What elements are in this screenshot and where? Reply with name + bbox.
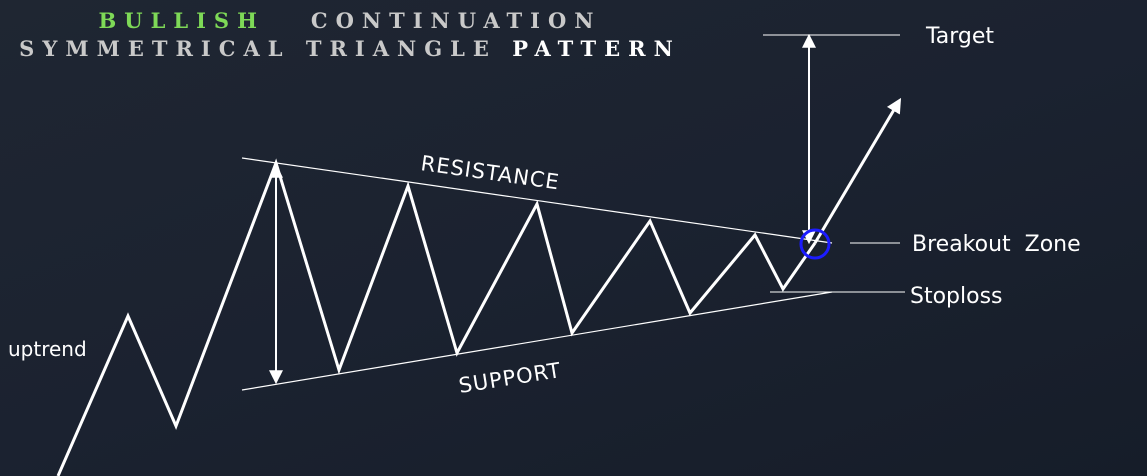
target-label: Target bbox=[925, 24, 994, 49]
breakout-circle-icon bbox=[799, 228, 831, 260]
title-pattern: PATTERN bbox=[512, 36, 681, 61]
support-label: SUPPORT bbox=[457, 358, 563, 398]
price-zigzag bbox=[56, 158, 817, 476]
resistance-line bbox=[241, 157, 833, 244]
title-bullish: BULLISH bbox=[98, 8, 265, 33]
up-arrow-icon bbox=[813, 97, 902, 244]
uptrend-label: uptrend bbox=[8, 337, 87, 361]
breakout-zone-label: Breakout Zone bbox=[912, 232, 1081, 257]
title-symmetrical-triangle: SYMMETRICAL TRIANGLE bbox=[19, 36, 497, 61]
support-line bbox=[241, 291, 833, 391]
stoploss-label: Stoploss bbox=[910, 284, 1003, 309]
title-continuation: CONTINUATION bbox=[310, 8, 602, 33]
resistance-label: RESISTANCE bbox=[419, 151, 561, 194]
title-line-2: SYMMETRICAL TRIANGLE PATTERN bbox=[0, 36, 700, 61]
title-line-1: BULLISH CONTINUATION bbox=[0, 8, 700, 33]
